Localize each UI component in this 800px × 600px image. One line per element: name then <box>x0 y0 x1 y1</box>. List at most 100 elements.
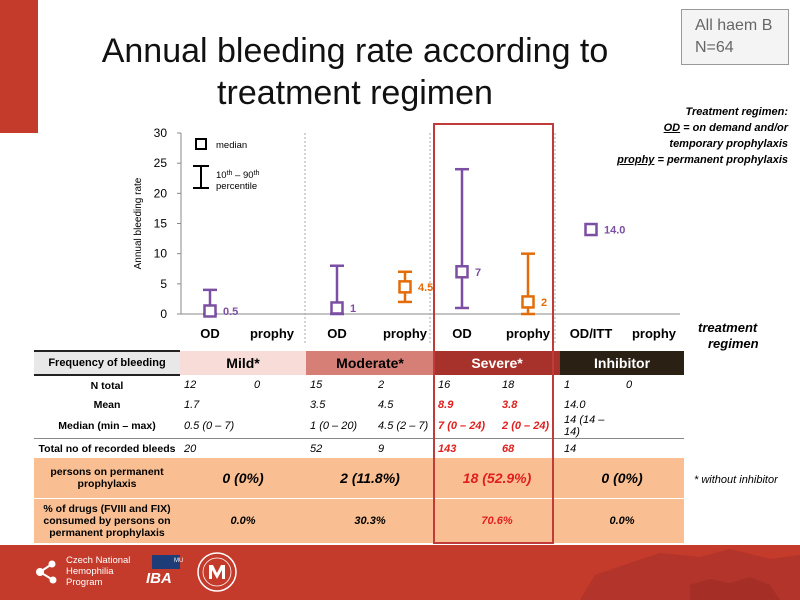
percentile-legend-label-2: percentile <box>216 181 257 192</box>
iba-logo-text: IBA <box>146 570 172 587</box>
table-header-label: Frequency of bleeding <box>34 350 180 376</box>
iba-logo-super: MU <box>174 558 183 564</box>
table-cell: 143 <box>434 438 499 458</box>
y-tick-label: 20 <box>154 186 168 200</box>
table-cell: 14.0 <box>564 398 586 411</box>
median-legend-marker <box>195 138 207 150</box>
perm-value-moderate: 2 (11.8%) <box>306 458 435 499</box>
perm-value-severe: 18 (52.9%) <box>434 458 561 499</box>
logo-line-2: Hemophilia <box>66 566 114 577</box>
table-cell: 16 <box>438 379 451 391</box>
table-cell: 52 <box>306 438 375 458</box>
table-cell: 1 (0 – 20) <box>310 420 358 432</box>
logo-line-3: Program <box>66 577 103 588</box>
group-header-inhibitor: Inhibitor <box>560 351 685 375</box>
x-tick-label: prophy <box>250 326 295 341</box>
median-marker <box>521 295 535 309</box>
table-cell <box>250 438 307 458</box>
x-tick-label: prophy <box>506 326 551 341</box>
table-cell: 9 <box>374 438 435 458</box>
treatment-regimen-label-2: regimen <box>708 336 759 351</box>
median-data-label: 2 <box>541 297 547 309</box>
table-cell: 15 <box>310 379 323 391</box>
y-tick-label: 25 <box>154 156 168 170</box>
table-cell: 18 <box>502 379 515 391</box>
od-definition: = on demand and/or <box>680 122 788 134</box>
median-data-label: 14.0 <box>604 225 625 237</box>
table-cell: 2 <box>378 379 385 391</box>
czech-map-silhouette <box>580 549 800 600</box>
y-tick-label: 15 <box>154 217 168 231</box>
table-cell: 0 <box>626 379 633 391</box>
row-label: Total no of recorded bleeds <box>34 438 180 458</box>
table-cell: 14 <box>560 438 623 458</box>
median-marker <box>203 304 217 318</box>
cohort-badge: All haem B N=64 <box>681 9 789 65</box>
table-cell: 4.5 <box>378 398 394 411</box>
table-cell: 1.7 <box>184 398 200 411</box>
bleeding-frequency-table: Frequency of bleeding Mild* Moderate* Se… <box>34 350 685 543</box>
row-label: persons on permanent prophylaxis <box>34 458 180 499</box>
university-seal-icon <box>197 552 237 592</box>
badge-line-1: All haem B <box>695 17 773 34</box>
table-cell: 12 <box>184 379 197 391</box>
drug-value-mild: 0.0% <box>180 498 307 543</box>
bleeding-rate-chart: 0 5 10 15 20 25 30 Annual bleeding rate OD prophy… <box>133 126 759 351</box>
table-cell: 8.9 <box>438 398 454 411</box>
x-tick-label: prophy <box>632 326 677 341</box>
treatment-regimen-label-1: treatment <box>698 320 758 335</box>
row-label: Median (min – max) <box>58 420 156 432</box>
median-marker <box>398 280 412 294</box>
prophy-definition: = permanent prophylaxis <box>654 154 788 166</box>
drug-consumption-row: % of drugs (FVIII and FIX) consumed by p… <box>34 498 685 543</box>
od-abbreviation: OD <box>663 122 681 134</box>
prophy-abbreviation: prophy <box>617 154 655 166</box>
table-row: N total 12 0 15 2 16 18 1 0 <box>34 375 684 395</box>
table-cell <box>250 414 306 439</box>
table-row: Median (min – max) 0.5 (0 – 7) 1 (0 – 20… <box>34 414 684 439</box>
table-cell: 7 (0 – 24) <box>438 420 486 432</box>
regimen-legend-heading: Treatment regimen: <box>685 106 789 118</box>
table-cell: 0.5 (0 – 7) <box>184 420 235 432</box>
y-tick-label: 10 <box>154 247 168 261</box>
median-data-label: 1 <box>350 303 356 315</box>
x-tick-label: OD <box>452 326 472 341</box>
chart-legend: median 10th – 90th percentile <box>193 138 260 192</box>
regimen-legend-od-cont: temporary prophylaxis <box>669 138 788 150</box>
median-data-label: 7 <box>475 267 481 279</box>
table-cell: 14 (14 – 14) <box>564 414 605 438</box>
table-cell <box>250 395 306 414</box>
iba-logo-icon: MU <box>152 555 183 569</box>
table-cell: 68 <box>498 438 561 458</box>
logo-line-1: Czech National <box>66 555 131 566</box>
drug-value-moderate: 30.3% <box>306 498 435 543</box>
table-cell: 3.8 <box>502 398 518 411</box>
group-header-moderate: Moderate* <box>306 351 435 375</box>
hemophilia-program-logo-text: Czech National Hemophilia Program <box>66 555 156 588</box>
perm-value-inhibitor: 0 (0%) <box>560 458 685 499</box>
table-cell <box>622 414 684 439</box>
regimen-legend-od: OD = on demand and/or <box>538 120 788 136</box>
median-data-label: 0.5 <box>223 306 238 318</box>
y-tick-label: 30 <box>154 126 168 140</box>
chart-marks: 0.5 1 4.5 7 2 14.0 <box>203 167 625 318</box>
y-tick-label: 5 <box>160 277 167 291</box>
table-header-row: Frequency of bleeding Mild* Moderate* Se… <box>34 350 685 376</box>
severe-highlight-box <box>433 123 554 544</box>
median-marker <box>584 222 598 237</box>
footnote: * without inhibitor <box>694 474 778 486</box>
badge-line-2: N=64 <box>695 39 734 56</box>
y-axis-title: Annual bleeding rate <box>133 177 144 269</box>
drug-value-severe: 70.6% <box>434 498 561 543</box>
row-label: Mean <box>93 398 121 411</box>
y-tick-label: 0 <box>160 307 167 321</box>
table-row: Mean 1.7 3.5 4.5 8.9 3.8 14.0 <box>34 395 684 414</box>
left-accent-bar <box>0 0 38 133</box>
table-cell: 0 <box>254 379 261 391</box>
table-cell <box>622 395 684 414</box>
median-data-label: 4.5 <box>418 282 433 294</box>
table-cell: 20 <box>180 438 250 458</box>
chart-axes: 0 5 10 15 20 25 30 Annual bleeding rate OD prophy… <box>133 126 680 344</box>
regimen-legend-prophy: prophy = permanent prophylaxis <box>538 152 788 168</box>
hemophilia-program-logo-icon <box>36 560 57 584</box>
